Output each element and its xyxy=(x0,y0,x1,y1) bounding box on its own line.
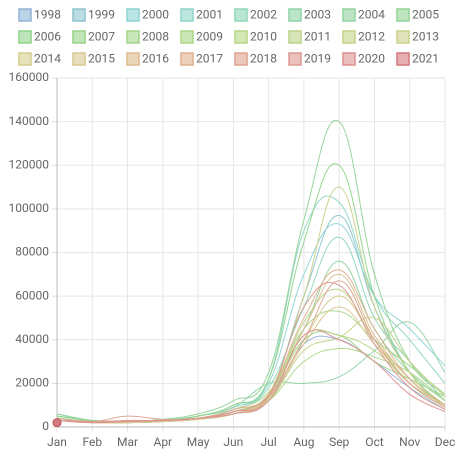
series-line xyxy=(56,214,446,424)
legend-swatch[interactable] xyxy=(234,8,248,22)
x-tick-label: Jun xyxy=(223,435,243,449)
legend-label[interactable]: 2016 xyxy=(142,52,169,66)
legend-label[interactable]: 2010 xyxy=(250,30,277,44)
legend-label[interactable]: 2011 xyxy=(304,30,331,44)
legend-label[interactable]: 2012 xyxy=(358,30,385,44)
legend-label[interactable]: 2008 xyxy=(142,30,169,44)
legend-label[interactable]: 1999 xyxy=(88,8,115,22)
legend-label[interactable]: 2005 xyxy=(412,8,439,22)
legend-swatch[interactable] xyxy=(18,8,32,22)
legend-swatch[interactable] xyxy=(180,30,194,44)
series-line xyxy=(56,195,446,423)
legend-swatch[interactable] xyxy=(342,30,356,44)
legend-label[interactable]: 2002 xyxy=(250,8,277,22)
legend-label[interactable]: 2014 xyxy=(34,52,61,66)
series-line xyxy=(56,260,446,424)
y-tick-label: 0 xyxy=(42,419,49,433)
legend-swatch[interactable] xyxy=(126,52,140,66)
y-tick-label: 60000 xyxy=(15,288,49,302)
legend-label[interactable]: 1998 xyxy=(34,8,61,22)
legend-label[interactable]: 2000 xyxy=(142,8,169,22)
legend-label[interactable]: 2009 xyxy=(196,30,223,44)
x-tick-label: Mar xyxy=(117,435,138,449)
legend-swatch[interactable] xyxy=(72,8,86,22)
legend-swatch[interactable] xyxy=(288,52,302,66)
legend-label[interactable]: 2013 xyxy=(412,30,439,44)
series-line xyxy=(56,280,446,423)
x-tick-label: Jul xyxy=(261,435,277,449)
legend-swatch[interactable] xyxy=(342,52,356,66)
series-line xyxy=(56,186,446,424)
y-tick-label: 20000 xyxy=(15,376,49,390)
legend-label[interactable]: 2018 xyxy=(250,52,277,66)
series-line xyxy=(56,163,446,423)
legend-label[interactable]: 2004 xyxy=(358,8,385,22)
x-tick-label: Oct xyxy=(365,435,384,449)
legend-label[interactable]: 2001 xyxy=(196,8,223,22)
legend-swatch[interactable] xyxy=(288,30,302,44)
y-tick-label: 140000 xyxy=(9,114,50,128)
series-line xyxy=(56,329,446,424)
data-point xyxy=(52,418,62,428)
series-line xyxy=(56,281,446,423)
x-tick-label: Aug xyxy=(293,435,314,449)
y-tick-label: 80000 xyxy=(15,245,49,259)
legend-swatch[interactable] xyxy=(126,8,140,22)
legend-label[interactable]: 2017 xyxy=(196,52,223,66)
legend-swatch[interactable] xyxy=(180,52,194,66)
legend-label[interactable]: 2015 xyxy=(88,52,115,66)
legend-swatch[interactable] xyxy=(180,8,194,22)
y-tick-label: 40000 xyxy=(15,332,49,346)
legend-swatch[interactable] xyxy=(396,8,410,22)
series-line xyxy=(56,223,446,423)
legend-swatch[interactable] xyxy=(234,30,248,44)
y-tick-label: 160000 xyxy=(9,70,50,84)
legend-swatch[interactable] xyxy=(288,8,302,22)
legend-swatch[interactable] xyxy=(396,30,410,44)
x-tick-label: Jan xyxy=(47,435,67,449)
legend-swatch[interactable] xyxy=(234,52,248,66)
legend-label[interactable]: 2007 xyxy=(88,30,115,44)
legend-label[interactable]: 2006 xyxy=(34,30,61,44)
legend-swatch[interactable] xyxy=(126,30,140,44)
legend-swatch[interactable] xyxy=(72,30,86,44)
legend-swatch[interactable] xyxy=(72,52,86,66)
series-line xyxy=(56,330,446,424)
x-tick-label: Feb xyxy=(82,435,102,449)
legend-swatch[interactable] xyxy=(396,52,410,66)
legend-label[interactable]: 2019 xyxy=(304,52,331,66)
legend-label[interactable]: 2021 xyxy=(412,52,439,66)
legend-swatch[interactable] xyxy=(18,30,32,44)
x-tick-label: Dec xyxy=(435,435,456,449)
y-tick-label: 120000 xyxy=(9,157,50,171)
x-tick-label: Apr xyxy=(153,435,172,449)
x-tick-label: Sep xyxy=(329,435,349,449)
x-tick-label: May xyxy=(187,435,210,449)
legend-label[interactable]: 2020 xyxy=(358,52,385,66)
legend-swatch[interactable] xyxy=(18,52,32,66)
legend-swatch[interactable] xyxy=(342,8,356,22)
x-tick-label: Nov xyxy=(399,435,420,449)
y-tick-label: 100000 xyxy=(9,201,50,215)
series-line xyxy=(56,306,446,424)
legend-label[interactable]: 2003 xyxy=(304,8,331,22)
